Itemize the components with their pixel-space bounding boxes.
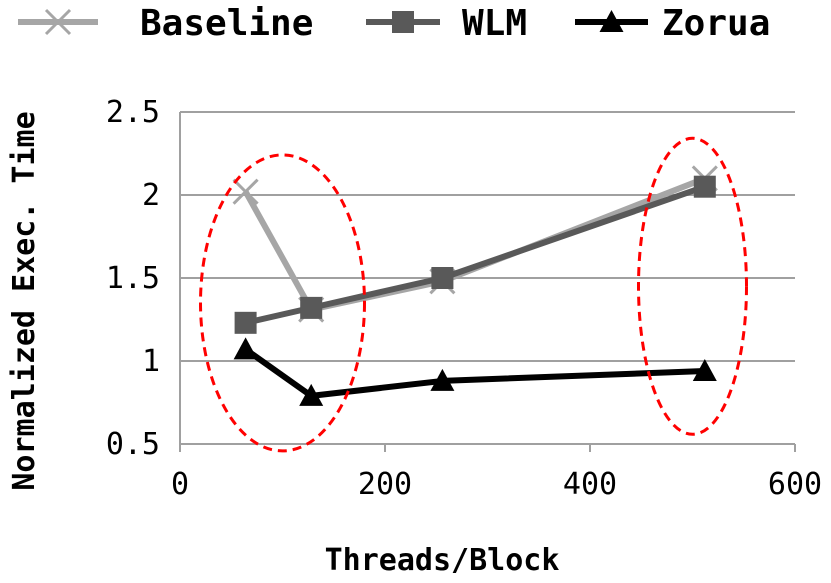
square-marker xyxy=(234,311,257,334)
series-line xyxy=(244,183,706,326)
x-tick-labels: 0 200 400 600 xyxy=(171,444,822,502)
y-tick-label: 2 xyxy=(142,178,160,213)
triangle-marker xyxy=(599,10,624,32)
y-axis-title: Normalized Exec. Time xyxy=(7,111,42,490)
triangle-marker xyxy=(299,383,324,406)
legend-label: Baseline xyxy=(140,3,313,44)
y-tick-label: 1 xyxy=(142,344,160,379)
series-line xyxy=(242,175,706,313)
series-zorua xyxy=(233,337,717,406)
legend-item-wlm: WLM xyxy=(366,3,527,44)
x-marker-stroke xyxy=(232,178,259,205)
square-marker xyxy=(431,267,454,289)
x-tick-label: 400 xyxy=(563,467,617,502)
y-tick-label: 2.5 xyxy=(106,95,160,130)
legend-label: WLM xyxy=(462,3,527,44)
x-tick-label: 200 xyxy=(358,467,412,502)
series-line xyxy=(243,346,705,399)
legend-item-baseline: Baseline xyxy=(18,3,313,44)
square-marker xyxy=(392,11,414,33)
square-marker xyxy=(693,175,716,198)
x-axis-title: Threads/Block xyxy=(325,543,560,578)
legend: Baseline WLM Zorua xyxy=(18,3,770,44)
x-marker xyxy=(232,178,259,205)
gridlines xyxy=(180,111,795,362)
highlight-ellipse xyxy=(637,136,748,436)
y-tick-label: 1.5 xyxy=(106,261,160,296)
triangle-marker xyxy=(692,358,717,381)
x-tick-label: 600 xyxy=(768,467,822,502)
square-marker xyxy=(300,296,323,319)
legend-label: Zorua xyxy=(662,3,770,44)
x-tick-label: 0 xyxy=(171,467,189,502)
triangle-marker xyxy=(430,368,455,391)
legend-item-zorua: Zorua xyxy=(575,3,770,44)
annotations xyxy=(199,136,748,453)
y-tick-labels: 0.5 1 1.5 2 2.5 xyxy=(106,95,160,462)
y-tick-label: 0.5 xyxy=(106,427,160,462)
x-marker xyxy=(44,8,72,36)
x-marker-stroke xyxy=(44,8,72,36)
axes xyxy=(179,112,795,445)
highlight-ellipse xyxy=(199,153,366,453)
triangle-marker xyxy=(233,337,258,360)
series-group xyxy=(232,165,718,406)
series-wlm xyxy=(234,175,716,334)
